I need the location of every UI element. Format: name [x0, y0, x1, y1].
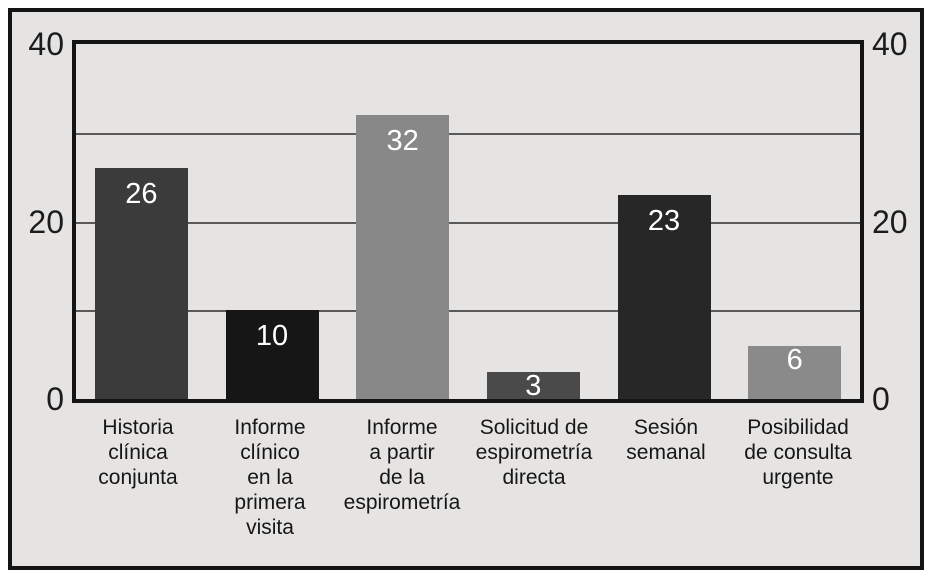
bar-slot: 3: [468, 44, 599, 403]
bar: 23: [617, 194, 711, 399]
gridline-10: [76, 310, 860, 313]
bar: 32: [356, 115, 450, 399]
bar-value-label: 26: [125, 178, 158, 211]
bar-slot: 10: [207, 44, 338, 399]
y-tick-right-0: 0: [872, 381, 890, 417]
bar: 3: [486, 370, 580, 403]
category-label: Informe a partir de la espirometría: [343, 416, 461, 514]
category-labels: Historia clínica conjunta Informe clínico…: [72, 415, 864, 540]
bar: 6: [748, 343, 842, 399]
category-label: Solicitud de espirometría directa: [475, 416, 593, 489]
y-tick-right-40: 40: [872, 26, 908, 62]
y-tick-left-0: 0: [46, 381, 64, 417]
bar: 26: [94, 168, 188, 399]
bar-slot: 6: [729, 44, 860, 399]
bar-value-label: 23: [647, 204, 681, 237]
category-label: Informe clínico en la primera visita: [234, 416, 306, 539]
y-axis-left: 40 20 0: [10, 0, 64, 580]
bar-slot: 26: [76, 44, 207, 399]
bar-slot: 23: [599, 44, 730, 399]
bar-value-label: 10: [255, 320, 289, 353]
category-label: Posibilidad de consulta urgente: [744, 416, 852, 489]
gridline-30: [76, 132, 860, 135]
y-axis-right: 40 20 0: [872, 0, 928, 580]
category-label: Historia clínica conjunta: [98, 416, 178, 489]
y-tick-left-40: 40: [28, 26, 64, 62]
bar-value-label: 6: [786, 343, 803, 376]
bar-slot: 32: [337, 44, 468, 399]
bar-value-label: 32: [386, 125, 419, 157]
bar: 10: [225, 310, 319, 399]
gridline-20: [76, 221, 860, 224]
y-tick-right-20: 20: [872, 203, 908, 240]
bar-value-label: 3: [525, 370, 542, 403]
plot-inner: 26 10 32 3 23 6: [76, 44, 860, 403]
category-label: Sesión semanal: [626, 416, 706, 464]
y-tick-left-20: 20: [28, 203, 64, 240]
bars-row: 26 10 32 3 23 6: [76, 44, 860, 403]
plot-area: 26 10 32 3 23 6: [72, 40, 864, 403]
